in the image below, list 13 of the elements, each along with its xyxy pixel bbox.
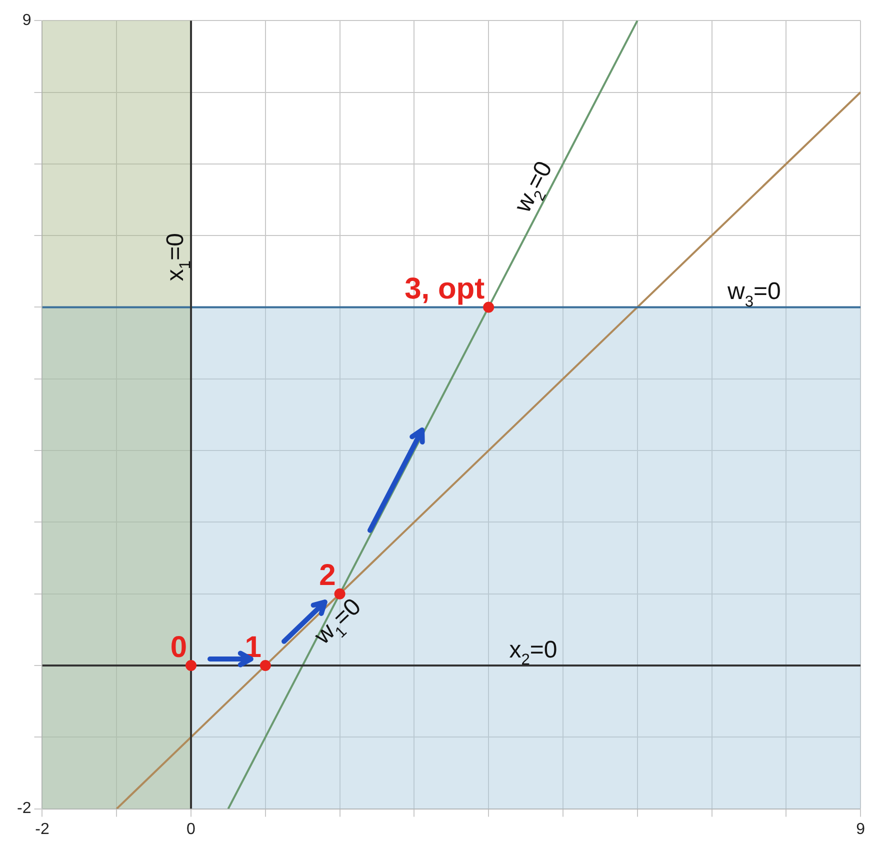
text: x1=0 <box>162 233 194 282</box>
x-tick-label: 0 <box>186 820 196 838</box>
annotation: 0 <box>170 630 188 664</box>
annotation: 2 <box>319 559 336 592</box>
point <box>334 588 346 600</box>
x-tick-label: 9 <box>856 820 866 838</box>
annotation: 3, opt <box>404 272 485 306</box>
x-tick-label: -2 <box>35 820 50 838</box>
point <box>260 660 271 671</box>
text: w2=0 <box>508 156 558 218</box>
point <box>483 302 494 313</box>
text: w1=0 <box>308 593 366 650</box>
point <box>186 660 197 671</box>
